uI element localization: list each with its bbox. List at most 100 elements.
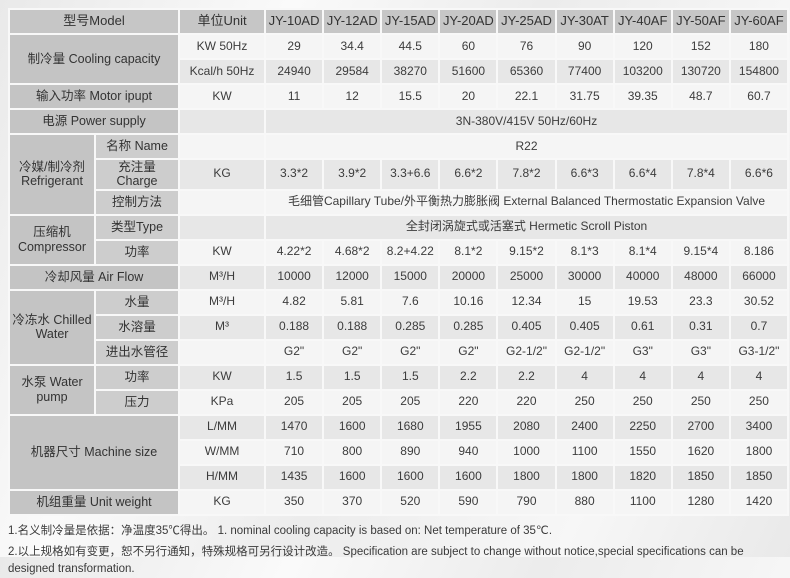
unit-cell [178,133,267,160]
value-cell: 0.405 [554,313,615,341]
value-cell: 0.7 [728,313,790,341]
group-label-cell: 冷冻水 Chilled Water [8,288,96,366]
value-cell: 152 [670,33,731,60]
value-cell: 205 [264,388,325,416]
unit-cell [178,338,267,366]
value-cell: 1.5 [322,363,383,391]
row-power-supply: 电源 Power supply 3N-380V/415V 50Hz/60Hz [7,108,789,135]
row-size-w: W/MM 710 800 890 940 1000 1100 1550 1620… [9,438,790,466]
value-cell: 4.68*2 [322,238,383,266]
value-cell: 120 [612,33,673,60]
group-label-cell: 机组重量 Unit weight [7,488,181,516]
value-cell: 8.1*2 [438,238,499,266]
value-cell: 0.285 [380,313,441,341]
value-cell: 44.5 [380,33,441,60]
row-chilled-volume: 水溶量 M³ 0.188 0.188 0.285 0.285 0.405 0.4… [9,313,790,341]
value-cell: 940 [438,438,499,466]
value-cell: 250 [554,388,615,416]
model-column-header: JY-25AD [496,8,557,35]
value-cell: 2.2 [496,363,557,391]
value-cell: G2-1/2" [554,338,615,366]
unit-cell: KG [178,488,267,516]
value-cell: 4 [554,363,615,391]
group-label-cell: 水泵 Water pump [8,363,96,416]
value-cell: 1.5 [380,363,441,391]
value-cell: 370 [322,488,383,516]
value-cell: 0.31 [670,313,731,341]
row-size-h: H/MM 1435 1600 1600 1600 1800 1800 1820 … [9,463,790,491]
row-chilled-pipe: 进出水管径 G2" G2" G2" G2" G2-1/2" G2-1/2" G3… [9,338,790,366]
group-label-cell: 制冷量 Cooling capacity [7,33,181,85]
value-cell: 220 [496,388,557,416]
value-cell: 60 [438,33,499,60]
value-cell: 51600 [438,58,499,85]
sub-label-cell: 进出水管径 [93,338,181,366]
value-cell: G3" [670,338,731,366]
row-compressor-type: 压缩机 Compressor 类型Type 全封闭涡旋式或活塞式 Hermeti… [8,213,789,266]
value-cell: 8.1*4 [612,238,673,266]
value-cell: 10000 [264,263,325,291]
value-cell: 4.22*2 [264,238,325,266]
value-cell: 23.3 [670,288,731,316]
row-pump-power: 水泵 Water pump 功率 KW 1.5 1.5 1.5 2.2 2.2 … [8,363,790,416]
value-cell: 9.15*4 [670,238,731,266]
value-cell: 1600 [380,463,441,491]
model-column-header: JY-12AD [322,8,383,35]
value-cell: 103200 [612,58,673,85]
group-label-cell: 机器尺寸 Machine size [7,413,181,491]
unit-cell: W/MM [178,438,267,466]
value-cell: 0.188 [322,313,383,341]
value-cell: 1600 [438,463,499,491]
value-cell: G2" [380,338,441,366]
sub-label-cell: 类型Type [93,213,181,241]
value-cell: 790 [496,488,557,516]
unit-cell: H/MM [178,463,267,491]
unit-cell: KW [178,363,267,391]
sub-label-cell: 控制方法 [93,188,181,216]
value-cell: 22.1 [496,83,557,110]
value-cell: 60.7 [728,83,790,110]
value-cell: 710 [264,438,325,466]
value-cell: 0.285 [438,313,499,341]
row-refrigerant-name: 冷媒/制冷剂 Refrigerant 名称 Name R22 [8,133,789,216]
model-column-header: JY-60AF [728,8,790,35]
sub-label-cell: 充注量 Charge [93,158,181,191]
footnote-line-1: 1.名义制冷量是依据：净温度35℃得出。 1. nominal cooling … [8,524,553,537]
value-cell: 1600 [322,463,383,491]
value-cell: 1800 [728,438,790,466]
value-cell: 1000 [496,438,557,466]
value-cell: 15.5 [380,83,441,110]
model-column-header: JY-20AD [438,8,499,35]
value-cell: 12 [322,83,383,110]
row-refrigerant-control: 控制方法 毛细管Capillary Tube/外平衡热力膨胀阀 External… [9,188,789,216]
value-cell: 205 [380,388,441,416]
value-cell: 2400 [554,413,615,441]
value-cell: 29 [264,33,325,60]
row-size-l: 机器尺寸 Machine size L/MM 1470 1600 1680 19… [7,413,790,491]
row-cooling-kw: 制冷量 Cooling capacity KW 50Hz 29 34.4 44.… [7,33,790,85]
value-cell: 1.5 [264,363,325,391]
value-cell: 9.15*2 [496,238,557,266]
unit-cell: KW [178,83,267,110]
span-value-cell: R22 [264,133,789,160]
value-cell: 1435 [264,463,325,491]
value-cell: 2250 [612,413,673,441]
header-row: 型号Model 单位Unit JY-10AD JY-12AD JY-15AD J… [7,8,790,35]
value-cell: 1955 [438,413,499,441]
row-airflow: 冷却风量 Air Flow M³/H 10000 12000 15000 200… [7,263,790,291]
value-cell: 250 [728,388,790,416]
model-column-header: JY-10AD [264,8,325,35]
sub-label-cell: 压力 [93,388,181,416]
span-value-cell: 毛细管Capillary Tube/外平衡热力膨胀阀 External Bala… [264,188,789,216]
value-cell: G2" [438,338,499,366]
value-cell: 1850 [728,463,790,491]
unit-cell: KG [178,158,267,191]
value-cell: 590 [438,488,499,516]
value-cell: 1420 [728,488,790,516]
value-cell: 6.6*2 [438,158,499,191]
value-cell: 19.53 [612,288,673,316]
value-cell: 12.34 [496,288,557,316]
value-cell: 38270 [380,58,441,85]
model-column-header: JY-30AT [554,8,615,35]
value-cell: 6.6*6 [728,158,790,191]
